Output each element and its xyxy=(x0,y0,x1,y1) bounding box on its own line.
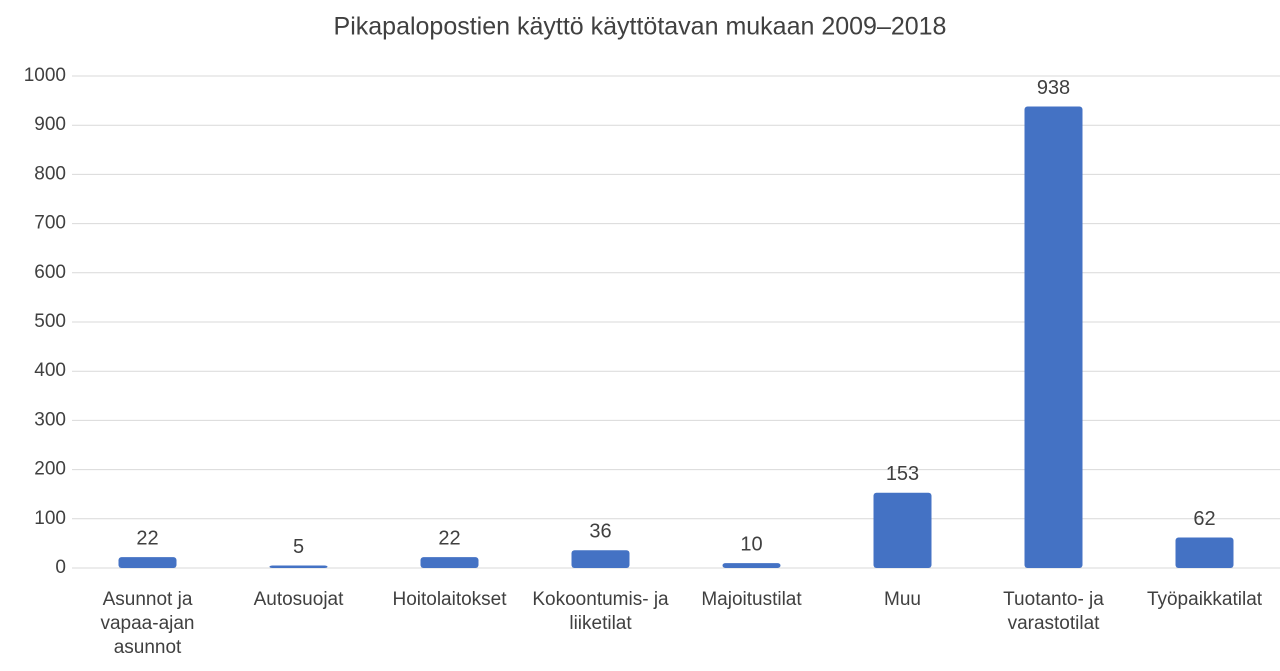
bar xyxy=(722,563,781,568)
value-label: 153 xyxy=(886,463,919,485)
x-tick-label: Työpaikkatilat xyxy=(1146,589,1263,610)
bar xyxy=(1024,106,1083,568)
x-tick-label: Autosuojat xyxy=(253,589,344,610)
value-label: 5 xyxy=(293,536,304,558)
bar xyxy=(873,492,932,568)
value-label: 22 xyxy=(438,527,460,549)
y-tick-label: 0 xyxy=(55,557,66,578)
y-tick-label: 1000 xyxy=(24,65,66,86)
x-tick-label: Tuotanto- ja varastotilat xyxy=(1003,589,1104,634)
value-label: 62 xyxy=(1193,508,1215,530)
y-tick-label: 800 xyxy=(34,163,66,184)
y-tick-label: 200 xyxy=(34,459,66,480)
value-label: 10 xyxy=(740,533,762,555)
x-tick-label: Asunnot ja vapaa-ajan asunnot xyxy=(100,589,195,658)
x-tick-label: Majoitustilat xyxy=(701,589,802,610)
y-tick-label: 100 xyxy=(34,508,66,529)
y-tick-label: 900 xyxy=(34,114,66,135)
bar xyxy=(571,550,630,568)
y-tick-label: 700 xyxy=(34,213,66,234)
bar xyxy=(420,557,479,568)
chart-title: Pikapalopostien käyttö käyttötavan mukaa… xyxy=(334,13,947,41)
y-tick-label: 400 xyxy=(34,360,66,381)
y-tick-label: 500 xyxy=(34,311,66,332)
x-tick-label: Kokoontumis- ja liiketilat xyxy=(532,589,669,634)
x-tick-label: Hoitolaitokset xyxy=(392,589,507,610)
value-label: 938 xyxy=(1037,77,1070,99)
y-tick-label: 600 xyxy=(34,262,66,283)
y-tick-label: 300 xyxy=(34,409,66,430)
bar xyxy=(269,565,328,568)
value-label: 36 xyxy=(589,521,611,543)
x-tick-label: Muu xyxy=(884,589,921,610)
bar xyxy=(1175,537,1234,568)
bar xyxy=(118,557,177,568)
value-label: 22 xyxy=(136,527,158,549)
